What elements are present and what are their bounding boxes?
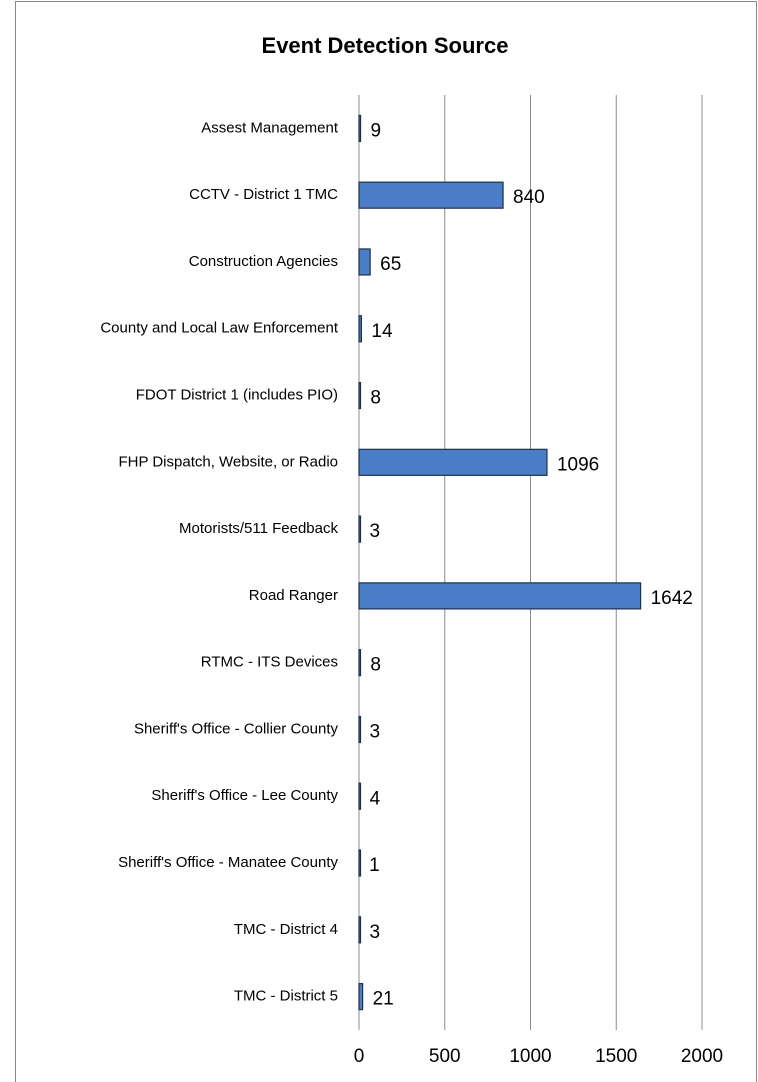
bar [358, 715, 362, 744]
data-label: 840 [513, 187, 545, 208]
data-label: 1 [369, 855, 380, 876]
y-tick-label: Sheriff's Office - Lee County [151, 787, 338, 804]
bar [358, 983, 364, 1011]
x-tick-label: 0 [354, 1046, 365, 1067]
data-label: 4 [370, 788, 381, 809]
y-tick-label: Motorists/511 Feedback [179, 520, 338, 537]
bar [358, 515, 362, 543]
data-label: 3 [370, 721, 381, 742]
y-tick-label: Sheriff's Office - Collier County [134, 720, 339, 737]
bar [358, 649, 362, 677]
y-tick-label: FDOT District 1 (includes PIO) [136, 387, 338, 404]
x-tick-label: 2000 [681, 1046, 723, 1067]
bar [358, 248, 371, 276]
x-tick-label: 1500 [595, 1046, 637, 1067]
y-tick-label: Sheriff's Office - Manatee County [118, 854, 338, 871]
bar [358, 582, 642, 610]
data-label: 1096 [557, 454, 599, 475]
data-label: 65 [380, 254, 401, 275]
y-tick-label: Road Ranger [249, 587, 338, 604]
bar [358, 114, 362, 142]
bar [358, 315, 363, 343]
bar [358, 181, 504, 209]
bar [358, 448, 548, 476]
bar [358, 849, 362, 877]
y-tick-label: County and Local Law Enforcement [100, 320, 338, 337]
data-label: 3 [370, 922, 381, 943]
y-tick-label: FHP Dispatch, Website, or Radio [118, 453, 338, 470]
chart-title: Event Detection Source [262, 33, 509, 58]
y-tick-label: RTMC - ITS Devices [201, 654, 338, 671]
x-tick-label: 500 [429, 1046, 461, 1067]
y-tick-label: Assest Management [201, 119, 339, 136]
data-label: 9 [371, 120, 382, 141]
data-label: 8 [370, 655, 381, 676]
data-label: 8 [370, 388, 381, 409]
bar [358, 916, 362, 944]
data-label: 1642 [651, 588, 693, 609]
data-label: 3 [370, 521, 381, 542]
chart-frame [15, 1, 757, 1082]
y-tick-label: CCTV - District 1 TMC [189, 186, 338, 203]
bar [358, 782, 362, 810]
y-tick-label: Construction Agencies [189, 253, 338, 270]
x-tick-label: 1000 [509, 1046, 551, 1067]
y-tick-label: TMC - District 4 [234, 921, 338, 938]
data-label: 21 [373, 989, 394, 1010]
bar [358, 381, 362, 410]
data-label: 14 [371, 321, 393, 342]
y-tick-label: TMC - District 5 [234, 988, 338, 1005]
